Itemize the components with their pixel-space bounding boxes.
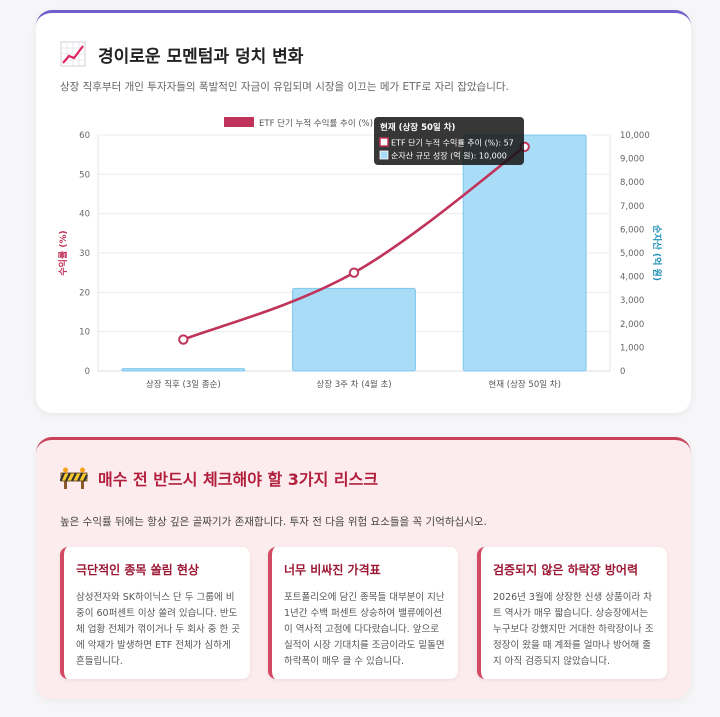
- y-left-tick-label: 10: [79, 328, 90, 338]
- y-right-tick-label: 1,000: [620, 343, 644, 353]
- risk-item-body: 포트폴리오에 담긴 종목들 대부분이 지난 1년간 수백 퍼센트 상승하여 밸류…: [284, 592, 445, 667]
- risk-item: 극단적인 종목 쏠림 현상 삼성전자와 SK하이닉스 단 두 그룹에 비중이 6…: [60, 547, 250, 679]
- momentum-card: 경이로운 모멘텀과 덩치 변화 상장 직후부터 개인 투자자들의 폭발적인 자금…: [36, 10, 691, 413]
- y-right-tick-label: 7,000: [620, 202, 644, 212]
- momentum-chart: 0 10 20 30 40 50 60 0 1,000 2,000 3,000 4,000 5,000 6…: [57, 117, 663, 390]
- risk-item-title: 너무 비싸진 가격표: [284, 563, 381, 577]
- risk-card: 매수 전 반드시 체크해야 할 3가지 리스크 높은 수익률 뒤에는 항상 깊은…: [36, 437, 691, 699]
- y-right-tick-label: 5,000: [620, 249, 644, 259]
- x-tick-label: 상장 3주 차 (4월 초): [316, 379, 391, 390]
- legend-swatch-line: [224, 117, 254, 127]
- tooltip-swatch-bar: [379, 150, 389, 160]
- y-right-tick-label: 3,000: [620, 296, 644, 306]
- momentum-header: 경이로운 모멘텀과 덩치 변화: [60, 41, 303, 67]
- bar: [292, 287, 416, 372]
- tooltip-line-value: ETF 단기 누적 수익률 추이 (%): 57: [391, 138, 514, 148]
- y-left-tick-label: 40: [79, 210, 90, 220]
- y-left-axis-title: 수익률 (%): [57, 230, 69, 275]
- tooltip-swatch-line: [379, 137, 389, 147]
- line-point: [178, 334, 189, 345]
- y-left-tick-label: 20: [79, 288, 90, 298]
- risk-description: 높은 수익률 뒤에는 항상 깊은 골짜기가 존재합니다. 투자 전 다음 위험 …: [60, 516, 487, 528]
- risk-header: 매수 전 반드시 체크해야 할 3가지 리스크: [60, 466, 378, 490]
- risk-item-title: 극단적인 종목 쏠림 현상: [76, 563, 199, 577]
- y-right-tick-label: 9,000: [620, 155, 644, 165]
- momentum-description: 상장 직후부터 개인 투자자들의 폭발적인 자금이 유입되며 시장을 이끄는 메…: [60, 81, 509, 93]
- risk-item: 너무 비싸진 가격표 포트폴리오에 담긴 종목들 대부분이 지난 1년간 수백 …: [268, 547, 458, 679]
- risk-title: 매수 전 반드시 체크해야 할 3가지 리스크: [98, 470, 379, 489]
- y-left-tick-label: 60: [79, 131, 90, 141]
- chart-increasing-icon: [60, 41, 86, 67]
- y-right-tick-label: 0: [620, 367, 625, 377]
- risk-item-body: 2026년 3월에 상장한 신생 상품이라 차트 역사가 매우 짧습니다. 상승…: [493, 592, 654, 667]
- tooltip-title: 현재 (상장 50일 차): [380, 122, 456, 133]
- bar: [462, 134, 587, 372]
- y-right-tick-label: 2,000: [620, 320, 644, 330]
- line-point: [348, 267, 360, 278]
- legend-label-line: ETF 단기 누적 수익률 추이 (%): [259, 118, 373, 129]
- momentum-title: 경이로운 모멘텀과 덩치 변화: [98, 46, 304, 67]
- bar: [121, 368, 246, 372]
- x-tick-label: 현재 (상장 50일 차): [488, 379, 560, 390]
- construction-barrier-icon: [60, 467, 88, 489]
- risk-item-title: 검증되지 않은 하락장 방어력: [493, 563, 639, 577]
- y-right-tick-label: 6,000: [620, 225, 644, 235]
- tooltip-bar-value: 순자산 규모 성장 (억 원): 10,000: [391, 151, 507, 161]
- y-left-tick-label: 30: [79, 249, 90, 259]
- risk-item-body: 삼성전자와 SK하이닉스 단 두 그룹에 비중이 60퍼센트 이상 쏠려 있습니…: [76, 592, 240, 667]
- y-left-tick-label: 0: [85, 367, 90, 377]
- x-tick-label: 상장 직후 (3일 종순): [146, 379, 221, 390]
- y-left-tick-label: 50: [79, 170, 90, 180]
- y-right-tick-label: 10,000: [620, 131, 650, 141]
- tooltip-box: [374, 117, 524, 165]
- y-right-tick-label: 4,000: [620, 273, 644, 283]
- y-right-tick-label: 8,000: [620, 178, 644, 188]
- y-right-axis-title: 순자산 (억 원): [651, 225, 663, 281]
- risk-item: 검증되지 않은 하락장 방어력 2026년 3월에 상장한 신생 상품이라 차트…: [477, 547, 667, 679]
